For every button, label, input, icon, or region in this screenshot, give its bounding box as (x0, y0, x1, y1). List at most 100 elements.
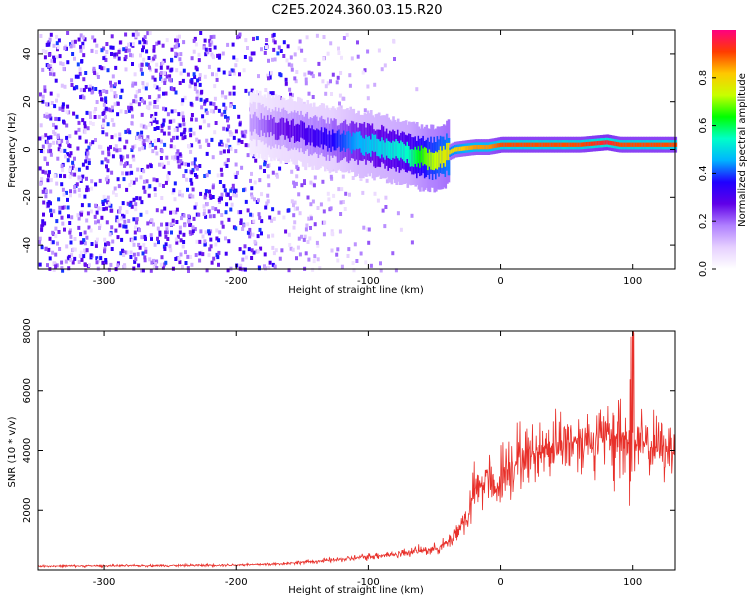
heatmap-cell (178, 225, 182, 230)
heatmap-cell (54, 252, 58, 257)
heatmap-cell (410, 240, 414, 245)
heatmap-cell (71, 260, 75, 265)
heatmap-cell (130, 179, 134, 184)
heatmap-cell (162, 184, 165, 188)
heatmap-cell (356, 54, 360, 59)
heatmap-cell (61, 62, 65, 67)
heatmap-cell (95, 256, 99, 261)
heatmap-cell (338, 101, 341, 106)
ridge-segment (462, 146, 465, 151)
heatmap-cell (118, 206, 122, 211)
heatmap-cell (58, 142, 62, 147)
heatmap-cell (303, 58, 307, 62)
heatmap-cell (195, 137, 199, 142)
ridge-segment (417, 146, 421, 164)
heatmap-cell (212, 214, 216, 219)
heatmap-cell (237, 138, 241, 143)
heatmap-cell (52, 43, 56, 48)
ridge-segment (449, 150, 452, 155)
heatmap-cell (211, 72, 214, 77)
heatmap-cell (182, 232, 186, 237)
heatmap-cell (146, 135, 150, 140)
heatmap-cell (153, 77, 157, 82)
heatmap-cell (67, 214, 70, 219)
heatmap-cell (216, 255, 220, 260)
heatmap-cell (253, 239, 257, 244)
heatmap-cell (83, 124, 87, 129)
ridge-segment (530, 142, 533, 147)
heatmap-cell (163, 71, 167, 76)
heatmap-cell (267, 58, 270, 63)
snr-y-axis-label: SNR (10 * v/v) (7, 416, 18, 487)
heatmap-cell (295, 164, 299, 169)
heatmap-cell (290, 199, 294, 204)
snr-x-ticks: -300 -200 -100 0 100 (93, 331, 642, 588)
heatmap-cell (267, 76, 270, 81)
ridge-segment (528, 142, 532, 147)
heatmap-cell (410, 213, 414, 218)
heatmap-cell (219, 150, 223, 155)
heatmap-cell (216, 173, 220, 178)
heatmap-cell (57, 38, 61, 43)
heatmap-cell (233, 189, 236, 194)
ridge-segment (423, 146, 427, 165)
heatmap-cell (279, 49, 283, 53)
heatmap-cell (68, 153, 72, 158)
heatmap-cell (214, 121, 218, 125)
heatmap-cell (183, 223, 187, 228)
heatmap-cell (316, 257, 320, 262)
ridge-segment (425, 148, 429, 166)
heatmap-cell (103, 249, 106, 254)
heatmap-cell (140, 62, 144, 67)
heatmap-cell (134, 33, 138, 38)
heatmap-cell (83, 248, 87, 253)
ridge-segment (672, 142, 676, 147)
heatmap-cell (103, 115, 107, 120)
heatmap-cell (93, 71, 97, 75)
heatmap-cell (49, 32, 53, 37)
heatmap-cell (227, 217, 231, 222)
ridge-segment (403, 144, 406, 162)
heatmap-cell (193, 82, 197, 87)
heatmap-cell (179, 61, 183, 66)
heatmap-cell (127, 48, 131, 53)
heatmap-cell (198, 144, 202, 149)
ridge-segment (503, 142, 506, 147)
heatmap-cell (249, 178, 252, 183)
heatmap-cell (83, 241, 87, 246)
heatmap-cell (137, 88, 141, 93)
heatmap-cell (132, 157, 136, 162)
ridge-segment (458, 146, 462, 152)
heatmap-cell (199, 90, 203, 95)
heatmap-cell (50, 101, 54, 105)
ridge-segment (573, 142, 576, 147)
ridge-segment (430, 152, 433, 170)
ridge-segment (251, 118, 254, 136)
heatmap-cell (43, 157, 47, 162)
ridge-segment (442, 145, 446, 164)
ridge-segment (609, 140, 612, 146)
heatmap-cell (218, 180, 222, 184)
heatmap-cell (366, 96, 370, 101)
heatmap-cell (143, 189, 147, 194)
ridge-segment (463, 146, 467, 151)
heatmap-cell (322, 56, 326, 61)
heatmap-cell (147, 56, 151, 60)
heatmap-cell (222, 70, 226, 75)
ridge-segment (473, 145, 476, 150)
heatmap-cell (134, 99, 138, 104)
heatmap-cell (64, 154, 67, 159)
heatmap-cell (289, 246, 293, 251)
heatmap-cell (237, 210, 241, 215)
heatmap-cell (204, 214, 208, 219)
heatmap-cell (175, 256, 179, 261)
ridge-segment (660, 142, 663, 147)
ridge-segment (553, 142, 557, 147)
heatmap-cell (198, 77, 202, 81)
heatmap-cell (384, 195, 388, 200)
heatmap-cell (232, 193, 236, 198)
heatmap-cell (277, 45, 281, 50)
heatmap-cell (157, 40, 161, 45)
heatmap-cell (330, 229, 334, 234)
heatmap-cell (67, 143, 71, 148)
